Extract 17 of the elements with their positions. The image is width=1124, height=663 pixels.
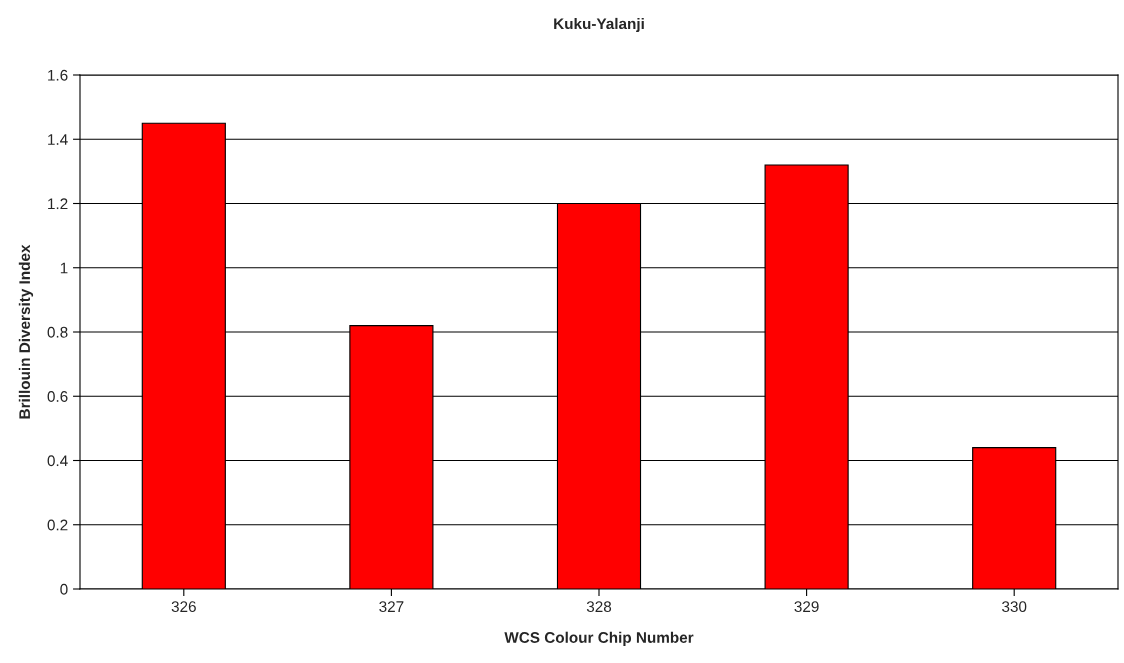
x-tick-label: 327 [379,601,404,613]
y-tick-label: 0 [60,583,68,595]
y-tick-label: 0.6 [47,391,68,402]
y-tick-label: 1.4 [48,134,68,145]
y-tick-label: 1.6 [48,69,68,81]
x-tick-label: 330 [1002,601,1027,613]
x-axis-title: WCS Colour Chip Number [504,631,694,646]
y-tick-label: 0.2 [47,519,68,531]
x-tick-label: 326 [171,601,196,613]
x-tick-label: 328 [586,601,612,613]
y-tick-label: 0.4 [47,455,68,467]
y-axis-title: Brillouin Diversity Index [18,244,34,419]
y-tick-label: 1 [60,262,68,274]
chart-title: Kuku-Yalanji [554,17,644,33]
y-tick-label: 0.8 [47,326,68,338]
y-tick-label: 1.2 [48,198,68,210]
x-tick-label: 329 [794,601,819,613]
